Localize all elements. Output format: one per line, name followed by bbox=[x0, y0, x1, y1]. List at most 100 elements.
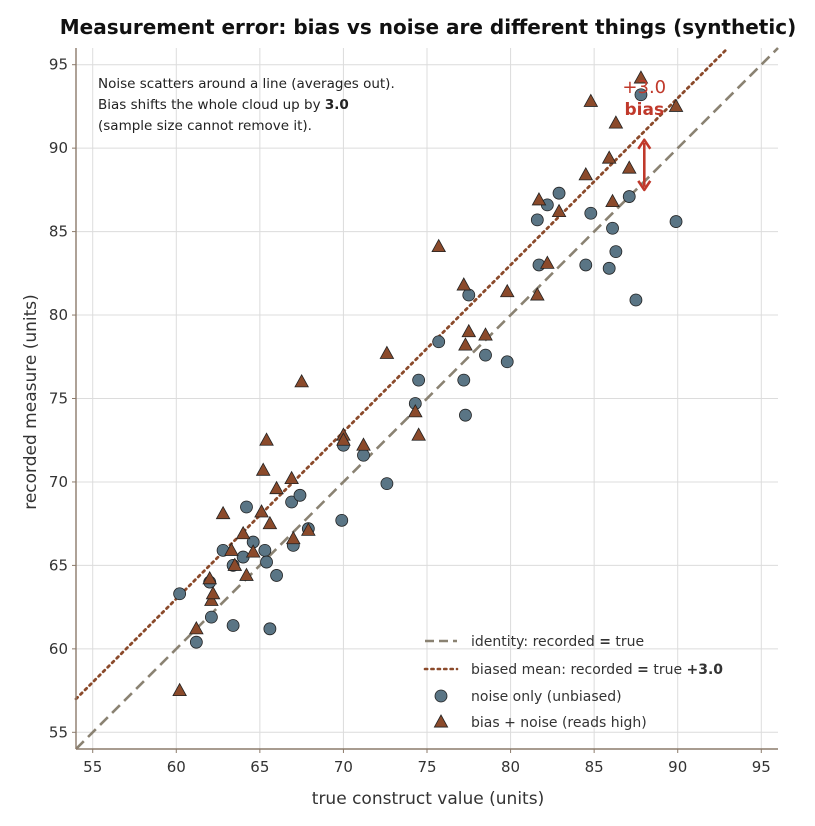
noise-point bbox=[240, 500, 253, 514]
bias-point bbox=[255, 462, 271, 476]
note-line-3: (sample size cannot remove it). bbox=[98, 118, 312, 134]
bias-point bbox=[379, 345, 395, 359]
x-tick-label: 75 bbox=[417, 758, 436, 776]
bias-point bbox=[235, 525, 251, 540]
bias-point bbox=[605, 193, 620, 207]
bias-point bbox=[529, 287, 545, 301]
legend-marker-swatch bbox=[434, 689, 448, 703]
bias-point bbox=[540, 255, 555, 269]
bias-word-label: bias bbox=[624, 100, 664, 120]
y-tick-label: 95 bbox=[49, 56, 68, 74]
noise-point bbox=[602, 261, 616, 275]
noise-point bbox=[432, 335, 446, 349]
noise-point bbox=[609, 245, 623, 259]
noise-point bbox=[293, 488, 307, 502]
noise-point bbox=[552, 186, 566, 200]
bias-point bbox=[245, 544, 261, 558]
bias-point bbox=[668, 98, 684, 112]
bias-point bbox=[285, 530, 301, 545]
note-line-2: Bias shifts the whole cloud up by 3.0 bbox=[98, 97, 349, 113]
bias-point bbox=[205, 585, 221, 600]
explanation-note: Noise scatters around a line (averages o… bbox=[98, 76, 395, 134]
x-tick-label: 95 bbox=[752, 758, 771, 776]
x-tick-label: 85 bbox=[585, 758, 604, 776]
bias-point bbox=[189, 621, 204, 635]
legend-line-label: identity: recorded = true bbox=[471, 634, 644, 650]
noise-point bbox=[258, 543, 272, 557]
legend-marker-swatch bbox=[433, 714, 449, 728]
noise-point bbox=[357, 448, 370, 462]
chart-title: Measurement error: bias vs noise are dif… bbox=[60, 15, 796, 39]
bias-point bbox=[633, 70, 649, 84]
legend: identity: recorded = true biased mean: re… bbox=[423, 634, 724, 731]
x-tick-label: 80 bbox=[501, 758, 520, 776]
bias-point bbox=[254, 504, 269, 518]
noise-point bbox=[457, 373, 471, 387]
bias-point bbox=[456, 277, 472, 291]
legend-label-part: +3.0 bbox=[687, 662, 724, 678]
data-points bbox=[172, 70, 684, 697]
bias-value-label: +3.0 bbox=[622, 77, 666, 98]
tick-labels: 55 60 65 70 75 80 85 90 95 55 60 65 70 75 80 85 90 95 bbox=[49, 56, 771, 776]
bias-point bbox=[583, 93, 599, 107]
noise-point bbox=[173, 587, 187, 601]
noise-point bbox=[226, 619, 240, 632]
x-axis-label: true construct value (units) bbox=[312, 789, 544, 809]
y-tick-label: 65 bbox=[49, 556, 68, 574]
bias-point bbox=[621, 160, 637, 174]
bias-point bbox=[531, 192, 547, 206]
noise-point bbox=[606, 221, 619, 235]
legend-series-label: bias + noise (reads high) bbox=[471, 715, 647, 731]
bias-point bbox=[551, 203, 567, 218]
x-tick-label: 70 bbox=[334, 758, 353, 776]
bias-point bbox=[461, 323, 477, 338]
bias-point bbox=[478, 327, 493, 341]
y-tick-label: 70 bbox=[49, 473, 68, 491]
y-tick-label: 55 bbox=[49, 723, 68, 741]
bias-point bbox=[215, 505, 231, 520]
noise-point bbox=[260, 555, 273, 569]
bias-point bbox=[578, 167, 594, 181]
bias-point bbox=[336, 432, 351, 446]
bias-point bbox=[301, 522, 316, 536]
legend-series-label: noise only (unbiased) bbox=[471, 689, 622, 705]
noise-point bbox=[189, 635, 203, 649]
noise-point bbox=[479, 348, 492, 362]
bias-point bbox=[204, 592, 219, 606]
y-tick-label: 85 bbox=[49, 223, 68, 241]
legend-label-part: biased mean: recorded bbox=[471, 662, 637, 678]
bias-point bbox=[172, 682, 187, 697]
bias-point bbox=[458, 337, 473, 351]
bias-arrow-head-down bbox=[637, 180, 652, 192]
note-line-1: Noise scatters around a line (averages o… bbox=[98, 76, 395, 92]
noise-point bbox=[412, 373, 426, 387]
x-tick-label: 90 bbox=[668, 758, 687, 776]
noise-point bbox=[579, 258, 593, 272]
bias-point bbox=[202, 570, 218, 585]
bias-point bbox=[294, 373, 309, 388]
bias-point bbox=[407, 404, 423, 418]
noise-point bbox=[584, 206, 598, 220]
x-tick-label: 60 bbox=[167, 758, 186, 776]
bias-point bbox=[601, 150, 617, 164]
noise-point bbox=[335, 513, 349, 527]
bias-point bbox=[227, 557, 243, 571]
bias-point bbox=[608, 115, 624, 129]
bias-point bbox=[269, 480, 284, 495]
noise-point bbox=[270, 569, 283, 582]
noise-point bbox=[622, 190, 636, 203]
noise-point bbox=[530, 213, 544, 227]
bias-point bbox=[262, 515, 278, 530]
noise-point bbox=[285, 495, 299, 509]
bias-point bbox=[284, 470, 299, 485]
y-tick-label: 90 bbox=[49, 139, 68, 157]
noise-point bbox=[204, 610, 218, 624]
legend-label-part: identity: recorded bbox=[471, 634, 599, 650]
y-tick-label: 60 bbox=[49, 640, 68, 658]
bias-point bbox=[239, 567, 254, 581]
legend-label-part: true bbox=[649, 662, 687, 678]
legend-label-part: = bbox=[599, 634, 611, 650]
noise-point bbox=[380, 477, 394, 491]
noise-point bbox=[669, 215, 683, 228]
